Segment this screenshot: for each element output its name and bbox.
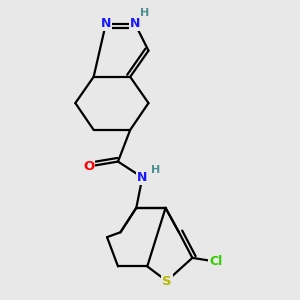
Text: O: O [83, 160, 94, 173]
Text: H: H [151, 165, 160, 175]
Text: S: S [162, 274, 172, 287]
Text: N: N [130, 17, 140, 30]
Text: N: N [100, 17, 111, 30]
Text: N: N [137, 171, 148, 184]
Text: H: H [140, 8, 149, 18]
Text: Cl: Cl [209, 255, 222, 268]
